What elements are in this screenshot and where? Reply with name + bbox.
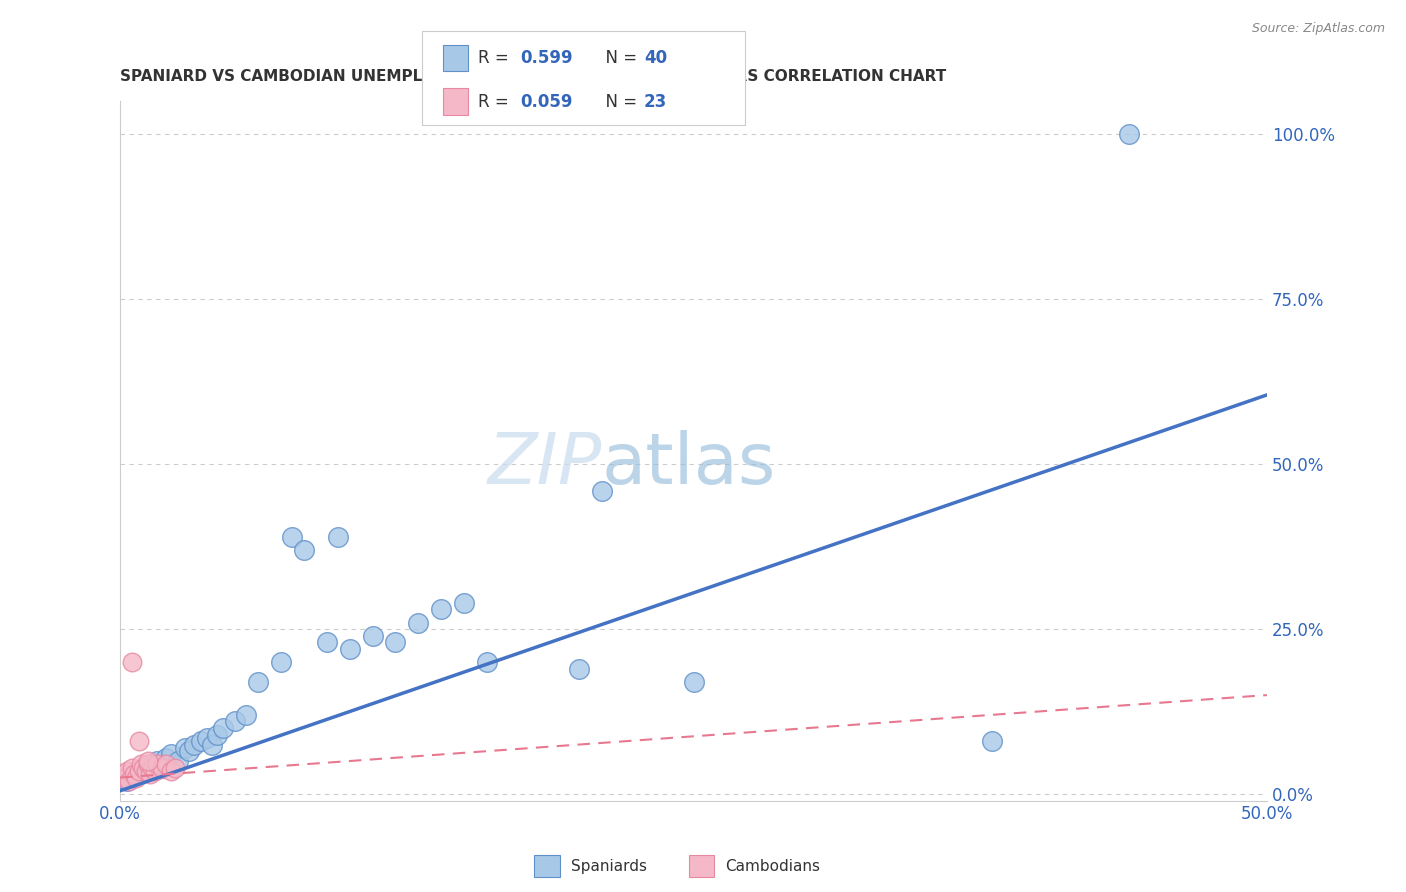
Point <box>150 761 173 775</box>
Point <box>205 728 228 742</box>
Point <box>141 757 163 772</box>
Text: ZIP: ZIP <box>488 431 602 500</box>
Point <box>682 674 704 689</box>
Text: Source: ZipAtlas.com: Source: ZipAtlas.com <box>1251 22 1385 36</box>
Point <box>121 761 143 775</box>
Point <box>173 740 195 755</box>
Point <box>339 641 361 656</box>
Point <box>146 754 169 768</box>
Point <box>477 655 499 669</box>
Point <box>591 483 613 498</box>
Point <box>114 771 136 785</box>
Text: Spaniards: Spaniards <box>571 859 647 873</box>
Point <box>115 764 138 778</box>
Point <box>328 530 350 544</box>
Text: N =: N = <box>595 93 643 111</box>
Point <box>155 757 177 772</box>
Text: 40: 40 <box>644 49 666 67</box>
Point <box>146 757 169 772</box>
Point <box>139 767 162 781</box>
Point <box>165 761 187 775</box>
Point <box>166 754 188 768</box>
Point <box>430 602 453 616</box>
Point <box>121 655 143 669</box>
Point <box>270 655 292 669</box>
Point <box>143 764 166 778</box>
Point <box>315 635 337 649</box>
Point <box>980 734 1002 748</box>
Point <box>568 662 591 676</box>
Point <box>197 731 219 745</box>
Point <box>235 707 257 722</box>
Point <box>155 750 177 764</box>
Point <box>136 757 159 772</box>
Point <box>135 764 157 778</box>
Point <box>121 771 143 785</box>
Point <box>125 767 148 781</box>
Point <box>201 738 224 752</box>
Point <box>212 721 235 735</box>
Text: 0.599: 0.599 <box>520 49 572 67</box>
Point <box>224 714 246 729</box>
Point <box>136 764 159 778</box>
Point <box>132 761 155 775</box>
Point <box>118 773 141 788</box>
Point <box>183 738 205 752</box>
Text: atlas: atlas <box>602 431 776 500</box>
Point <box>132 761 155 775</box>
Point <box>292 543 315 558</box>
Text: R =: R = <box>478 49 515 67</box>
Text: Cambodians: Cambodians <box>725 859 821 873</box>
Point <box>128 734 150 748</box>
Text: 0.059: 0.059 <box>520 93 572 111</box>
Point <box>177 744 200 758</box>
Point <box>122 767 145 781</box>
Point <box>136 754 159 768</box>
Point <box>361 629 384 643</box>
Point <box>125 771 148 785</box>
Point <box>159 764 181 778</box>
Point <box>408 615 430 630</box>
Point <box>384 635 406 649</box>
Point <box>115 773 138 788</box>
Point <box>190 734 212 748</box>
Text: SPANIARD VS CAMBODIAN UNEMPLOYMENT AMONG AGES 30 TO 34 YEARS CORRELATION CHART: SPANIARD VS CAMBODIAN UNEMPLOYMENT AMONG… <box>121 69 946 84</box>
Point <box>159 747 181 762</box>
Text: N =: N = <box>595 49 643 67</box>
Point <box>453 596 475 610</box>
Point <box>246 674 269 689</box>
Text: 23: 23 <box>644 93 668 111</box>
Point <box>281 530 304 544</box>
Point <box>111 767 134 781</box>
Point <box>150 761 173 775</box>
Point <box>1118 128 1140 142</box>
Point <box>128 764 150 778</box>
Point <box>129 757 152 772</box>
Point <box>128 764 150 778</box>
Text: R =: R = <box>478 93 515 111</box>
Point <box>141 761 163 775</box>
